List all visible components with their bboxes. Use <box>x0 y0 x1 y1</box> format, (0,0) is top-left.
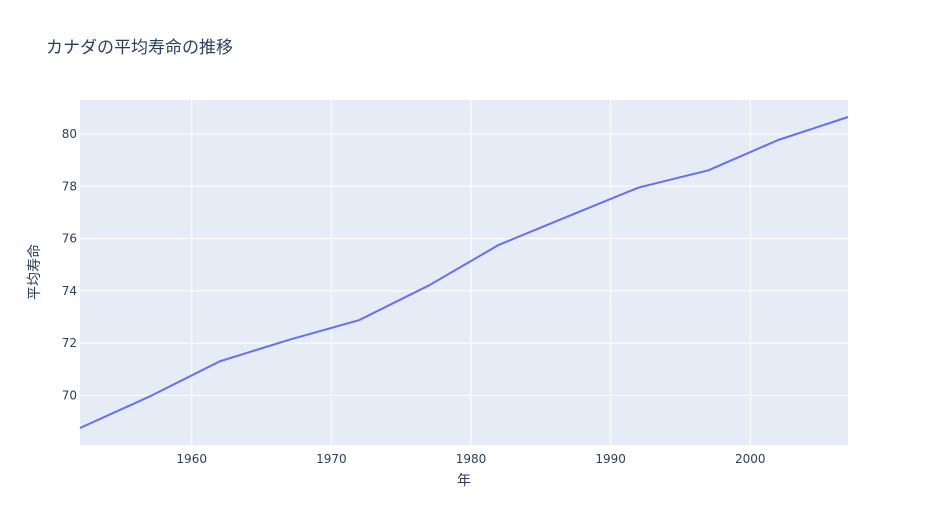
x-tick-label: 1970 <box>316 452 347 466</box>
x-tick-label: 1980 <box>456 452 487 466</box>
plot-area <box>80 100 848 445</box>
series-layer <box>79 116 849 429</box>
y-tick-labels: 70 72 74 76 78 80 <box>62 127 77 402</box>
y-tick-label: 72 <box>62 336 77 350</box>
y-axis-title: 平均寿命 <box>26 244 43 300</box>
x-axis-title: 年 <box>457 473 471 489</box>
y-tick-label: 76 <box>62 232 77 246</box>
x-tick-label: 1990 <box>595 452 626 466</box>
x-tick-labels: 1960 1970 1980 1990 2000 <box>176 452 765 466</box>
y-tick-label: 78 <box>62 179 77 193</box>
chart-title: カナダの平均寿命の推移 <box>46 38 233 58</box>
y-tick-label: 70 <box>62 388 77 402</box>
series-line <box>79 116 849 429</box>
x-tick-label: 1960 <box>176 452 207 466</box>
y-tick-label: 80 <box>62 127 77 141</box>
y-gridlines <box>80 133 848 396</box>
x-tick-label: 2000 <box>735 452 766 466</box>
y-tick-label: 74 <box>62 284 77 298</box>
x-gridlines <box>191 100 751 445</box>
